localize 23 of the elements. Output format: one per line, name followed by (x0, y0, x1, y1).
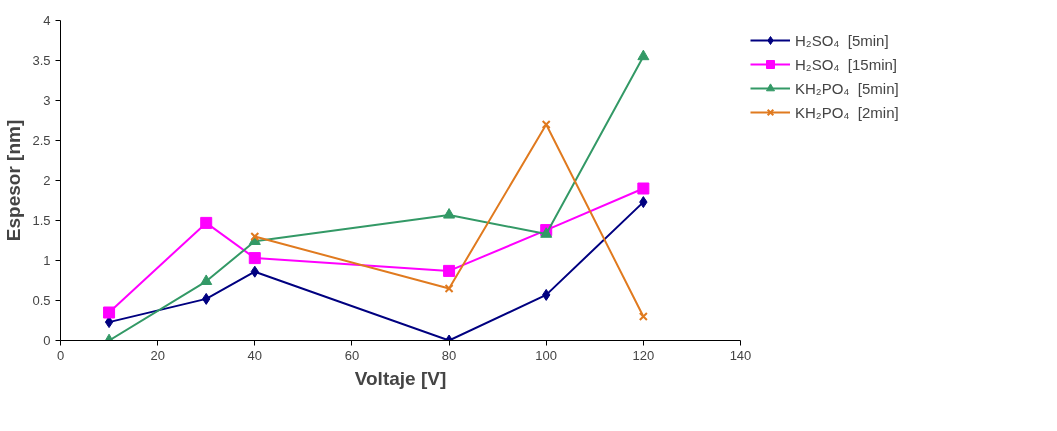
legend-label: H₂SO₄ [15min] (795, 55, 898, 73)
y-tick-label: 1 (43, 253, 51, 268)
x-tick-label: 20 (150, 347, 165, 363)
y-tick-label: 4 (43, 13, 51, 28)
y-tick-label: 2.5 (32, 133, 51, 148)
x-tick-label: 80 (441, 347, 457, 363)
y-tick-label: 3.5 (32, 53, 51, 68)
y-tick-label: 0 (43, 333, 51, 348)
x-tick-label: 120 (632, 347, 655, 363)
x-axis-title: Voltaje [V] (354, 367, 447, 389)
legend-label: KH₂PO₄ [5min] (795, 79, 900, 97)
x-tick-label: 0 (56, 347, 65, 363)
y-axis-title: Espesor [nm] (3, 119, 25, 242)
x-tick-label: 140 (729, 347, 752, 363)
x-tick-label: 60 (344, 347, 360, 363)
y-tick-label: 3 (43, 93, 51, 108)
legend-label: KH₂PO₄ [2min] (795, 103, 900, 121)
y-tick-label: 2 (43, 173, 51, 188)
x-tick-label: 40 (247, 347, 263, 363)
legend-label: H₂SO₄ [5min] (795, 31, 890, 49)
y-tick-label: 0.5 (32, 293, 51, 308)
x-tick-label: 100 (535, 347, 558, 363)
y-tick-label: 1.5 (32, 213, 51, 228)
